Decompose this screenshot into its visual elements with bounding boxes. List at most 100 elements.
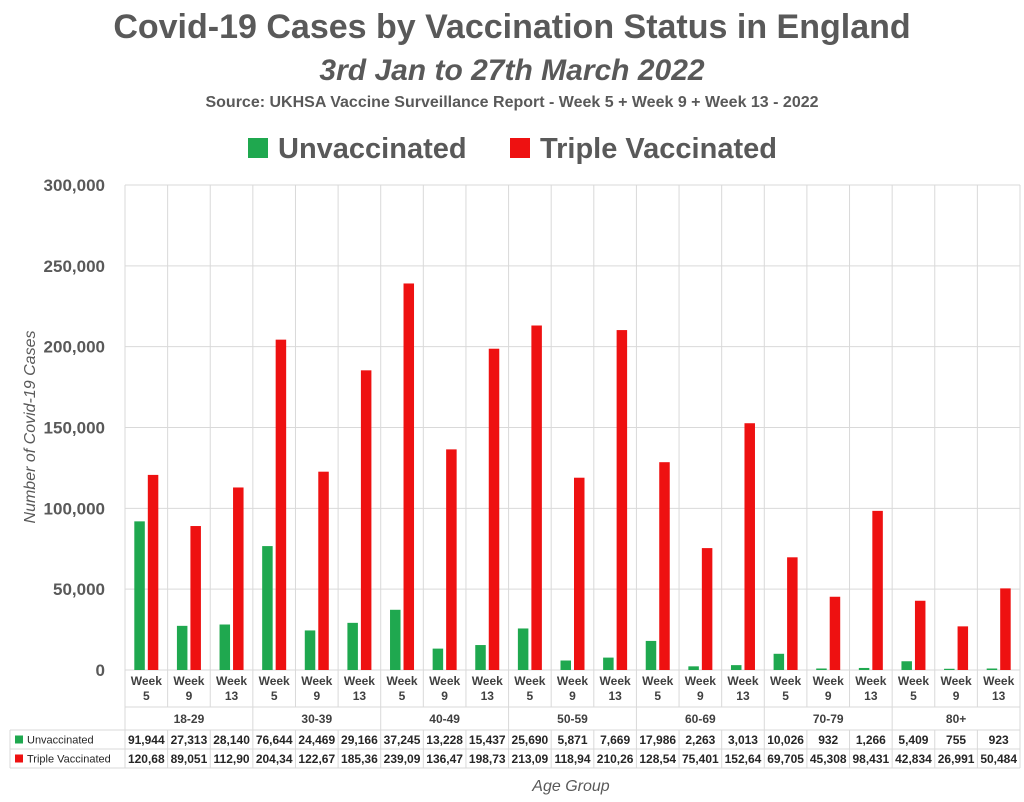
data-label: 50,484: [980, 752, 1017, 766]
data-label: 112,90: [214, 752, 250, 766]
data-label: 29,166: [341, 733, 378, 747]
bar-unvaccinated: [560, 660, 571, 670]
category-label: Week: [983, 674, 1014, 688]
data-label: 27,313: [171, 733, 208, 747]
bar-triple-vaccinated: [914, 600, 926, 670]
category-label: 9: [953, 689, 960, 703]
bar-unvaccinated: [944, 668, 955, 670]
category-label: 9: [441, 689, 448, 703]
data-label: 239,09: [384, 752, 421, 766]
data-label: 122,67: [298, 752, 335, 766]
bar-unvaccinated: [134, 521, 145, 670]
y-tick-label: 250,000: [44, 257, 105, 276]
data-label: 204,34: [256, 752, 293, 766]
bar-unvaccinated: [688, 666, 699, 670]
bar-unvaccinated: [901, 661, 912, 670]
bar-unvaccinated: [219, 624, 231, 670]
group-label: 70-79: [813, 712, 844, 726]
category-label: 9: [313, 689, 320, 703]
category-label: 13: [353, 689, 367, 703]
bar-unvaccinated: [304, 630, 316, 670]
bar-triple-vaccinated: [147, 474, 159, 670]
data-label: 213,09: [512, 752, 549, 766]
category-label: Week: [173, 674, 204, 688]
category-label: 9: [697, 689, 704, 703]
bar-triple-vaccinated: [403, 283, 415, 670]
data-label: 69,705: [767, 752, 804, 766]
data-label: 37,245: [384, 733, 421, 747]
data-label: 1,266: [856, 733, 886, 747]
data-label: 5,871: [557, 733, 587, 747]
bar-triple-vaccinated: [446, 449, 457, 670]
bar-unvaccinated: [986, 668, 998, 670]
group-label: 80+: [946, 712, 966, 726]
category-label: 5: [527, 689, 534, 703]
group-label: 18-29: [174, 712, 205, 726]
category-label: 5: [143, 689, 150, 703]
data-label: 24,469: [298, 733, 335, 747]
category-label: Week: [855, 674, 886, 688]
y-tick-label: 150,000: [44, 419, 105, 438]
grid-lines: [124, 184, 1021, 707]
bar-unvaccinated: [645, 640, 657, 670]
category-label: 5: [271, 689, 278, 703]
data-label: 10,026: [767, 733, 804, 747]
category-label: 13: [736, 689, 750, 703]
data-label: 120,68: [128, 752, 165, 766]
group-label: 50-59: [557, 712, 588, 726]
bar-unvaccinated: [730, 665, 742, 670]
category-label: Week: [386, 674, 417, 688]
category-label: 9: [569, 689, 576, 703]
bar-unvaccinated: [773, 653, 785, 670]
bar-triple-vaccinated: [1000, 588, 1011, 670]
data-label: 210,26: [597, 752, 634, 766]
category-label: Week: [344, 674, 375, 688]
bar-triple-vaccinated: [787, 557, 798, 670]
bar-unvaccinated: [262, 546, 273, 670]
table-row-label: Unvaccinated: [27, 735, 94, 747]
bar-unvaccinated: [603, 657, 614, 670]
category-label: Week: [770, 674, 801, 688]
data-label: 98,431: [852, 752, 889, 766]
data-label: 2,263: [685, 733, 715, 747]
data-label: 26,991: [938, 752, 975, 766]
data-label: 7,669: [600, 733, 630, 747]
bar-unvaccinated: [176, 625, 188, 670]
data-label: 76,644: [256, 733, 293, 747]
data-label: 136,47: [426, 752, 463, 766]
data-label: 118,94: [554, 752, 590, 766]
category-label: Week: [898, 674, 929, 688]
group-label: 60-69: [685, 712, 716, 726]
data-label: 15,437: [469, 733, 506, 747]
category-label: Week: [600, 674, 631, 688]
category-label: 5: [399, 689, 406, 703]
data-label: 152,64: [725, 752, 762, 766]
table-key-triple-vaccinated: [15, 754, 23, 763]
y-tick-label: 100,000: [44, 499, 105, 518]
data-label: 17,986: [639, 733, 676, 747]
category-label: Week: [642, 674, 673, 688]
category-label: 5: [654, 689, 661, 703]
y-axis-label: Number of Covid-19 Cases: [22, 331, 39, 524]
data-label: 923: [989, 733, 1009, 747]
category-label: Week: [813, 674, 844, 688]
bar-triple-vaccinated: [531, 325, 542, 670]
chart-subtitle: 3rd Jan to 27th March 2022: [319, 54, 704, 87]
y-tick-label: 300,000: [44, 176, 105, 195]
bar-triple-vaccinated: [872, 510, 883, 670]
bar-unvaccinated: [858, 667, 870, 670]
data-table: Week5Week9Week13Week5Week9Week13Week5Wee…: [9, 674, 1021, 769]
bar-triple-vaccinated: [701, 548, 713, 670]
bar-triple-vaccinated: [957, 626, 969, 670]
category-label: 13: [225, 689, 239, 703]
legend-swatch-triple-vaccinated: [510, 138, 530, 158]
data-label: 932: [818, 733, 838, 747]
data-label: 25,690: [512, 733, 549, 747]
chart-title: Covid-19 Cases by Vaccination Status in …: [113, 8, 910, 46]
data-label: 89,051: [171, 752, 208, 766]
category-label: Week: [131, 674, 162, 688]
x-axis-label: Age Group: [531, 778, 609, 795]
data-label: 91,944: [128, 733, 165, 747]
category-label: 13: [992, 689, 1006, 703]
